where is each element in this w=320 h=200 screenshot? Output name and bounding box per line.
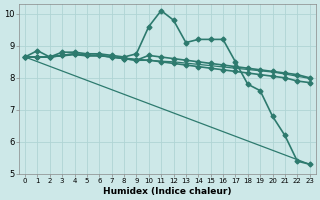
X-axis label: Humidex (Indice chaleur): Humidex (Indice chaleur) <box>103 187 232 196</box>
